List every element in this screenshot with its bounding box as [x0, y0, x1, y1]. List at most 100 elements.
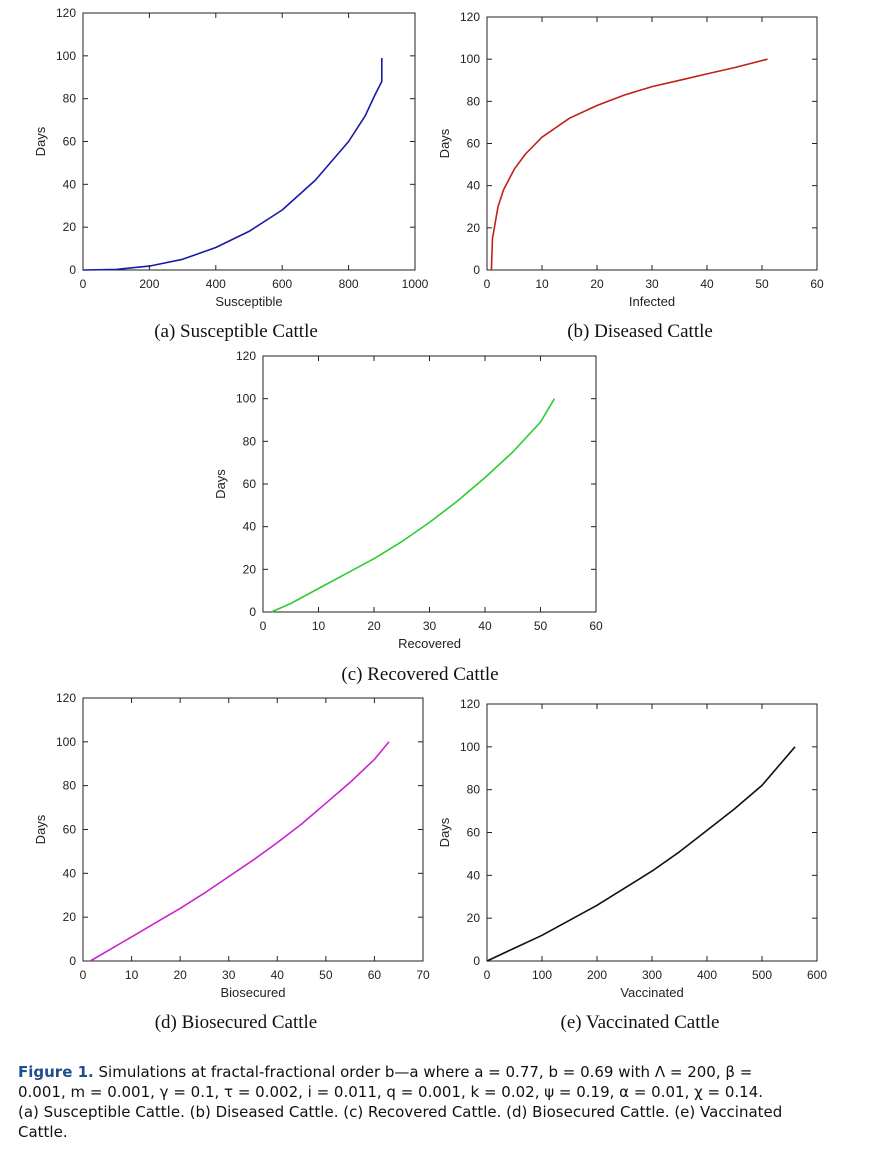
x-tick-label: 10: [125, 968, 139, 982]
figure-caption-line3: (a) Susceptible Cattle. (b) Diseased Cat…: [18, 1103, 783, 1121]
x-axis-label: Infected: [629, 294, 675, 309]
y-tick-label: 80: [63, 779, 77, 793]
y-tick-label: 20: [467, 911, 481, 925]
y-tick-label: 0: [69, 954, 76, 968]
series-line-vaccinated: [486, 746, 796, 962]
y-tick-label: 80: [63, 92, 77, 106]
chart-biosecured: 0 10 20 30 40 50 60 70 0 20 40 60 80 100 120 Biosecured…: [33, 691, 430, 1000]
y-axis-label: Days: [213, 469, 228, 499]
x-tick-label: 10: [535, 277, 549, 291]
x-tick-label: 200: [139, 277, 159, 291]
y-tick-label: 100: [56, 735, 76, 749]
y-tick-label: 20: [63, 910, 77, 924]
y-tick-label: 60: [467, 826, 481, 840]
y-tick-label: 0: [249, 605, 256, 619]
y-tick-label: 40: [467, 179, 481, 193]
x-tick-label: 30: [222, 968, 236, 982]
x-tick-label: 200: [587, 968, 607, 982]
x-tick-label: 600: [272, 277, 292, 291]
y-tick-label: 120: [56, 6, 76, 20]
x-axis-label: Vaccinated: [620, 985, 683, 1000]
x-tick-label: 30: [645, 277, 659, 291]
y-tick-label: 60: [243, 477, 257, 491]
y-tick-label: 0: [69, 263, 76, 277]
x-tick-label: 20: [173, 968, 187, 982]
figure-label: Figure 1.: [18, 1063, 94, 1081]
y-tick-label: 0: [473, 954, 480, 968]
y-tick-label: 80: [243, 434, 257, 448]
y-tick-label: 40: [63, 177, 77, 191]
y-tick-label: 120: [236, 349, 256, 363]
x-tick-label: 20: [590, 277, 604, 291]
x-tick-label: 0: [484, 277, 491, 291]
x-tick-label: 60: [368, 968, 382, 982]
figure-caption-line1: Simulations at fractal-fractional order …: [98, 1063, 753, 1081]
x-axis-label: Susceptible: [215, 294, 282, 309]
x-tick-label: 100: [532, 968, 552, 982]
x-tick-label: 1000: [402, 277, 429, 291]
y-tick-label: 60: [63, 135, 77, 149]
x-tick-label: 30: [423, 619, 437, 633]
series-line-susceptible: [82, 58, 383, 271]
plot-frame: [486, 703, 818, 962]
x-tick-label: 60: [810, 277, 824, 291]
y-tick-label: 120: [460, 10, 480, 24]
x-tick-label: 0: [80, 968, 87, 982]
y-tick-label: 40: [63, 866, 77, 880]
y-tick-label: 0: [473, 263, 480, 277]
chart-recovered: 0 10 20 30 40 50 60 0 20 40 60 80 100 120 Recovered Day…: [213, 349, 603, 651]
y-tick-label: 100: [236, 392, 256, 406]
x-tick-label: 500: [752, 968, 772, 982]
y-axis-label: Days: [437, 817, 452, 847]
y-axis-label: Days: [33, 814, 48, 844]
x-tick-label: 0: [484, 968, 491, 982]
y-axis-label: Days: [33, 126, 48, 156]
y-tick-label: 20: [63, 220, 77, 234]
x-tick-label: 600: [807, 968, 827, 982]
y-tick-label: 120: [460, 697, 480, 711]
figure-caption: Figure 1. Simulations at fractal-fractio…: [18, 1062, 856, 1142]
plot-frame: [262, 355, 597, 613]
caption-b: (b) Diseased Cattle: [567, 321, 713, 342]
y-tick-label: 40: [467, 868, 481, 882]
x-tick-label: 10: [312, 619, 326, 633]
y-axis-label: Days: [437, 128, 452, 158]
figure-caption-line2: 0.001, m = 0.001, γ = 0.1, τ = 0.002, i …: [18, 1083, 764, 1101]
x-tick-label: 50: [755, 277, 769, 291]
x-tick-label: 800: [339, 277, 359, 291]
y-tick-label: 20: [467, 221, 481, 235]
x-tick-label: 40: [478, 619, 492, 633]
y-tick-label: 20: [243, 562, 257, 576]
figure-caption-line4: Cattle.: [18, 1123, 68, 1141]
y-tick-label: 100: [460, 740, 480, 754]
plot-frame: [82, 697, 424, 962]
x-tick-label: 400: [697, 968, 717, 982]
y-tick-label: 60: [467, 137, 481, 151]
series-line-biosecured: [89, 741, 390, 962]
y-tick-label: 100: [56, 49, 76, 63]
x-axis-label: Biosecured: [220, 985, 285, 1000]
caption-a: (a) Susceptible Cattle: [154, 321, 318, 342]
x-tick-label: 60: [589, 619, 603, 633]
x-tick-label: 300: [642, 968, 662, 982]
x-tick-label: 40: [271, 968, 285, 982]
x-tick-label: 20: [367, 619, 381, 633]
x-axis-label: Recovered: [398, 636, 461, 651]
y-tick-label: 100: [460, 52, 480, 66]
x-tick-label: 0: [80, 277, 87, 291]
x-tick-label: 40: [700, 277, 714, 291]
chart-infected: 0 10 20 30 40 50 60 0 20 40 60 80 100 120 Infected Days: [437, 10, 824, 309]
y-tick-label: 80: [467, 94, 481, 108]
y-tick-label: 60: [63, 823, 77, 837]
x-tick-label: 0: [260, 619, 267, 633]
series-line-recovered: [270, 398, 556, 613]
x-tick-label: 70: [416, 968, 430, 982]
series-line-infected: [490, 58, 768, 271]
x-tick-label: 50: [319, 968, 333, 982]
chart-vaccinated: 0 100 200 300 400 500 600 0 20 40 60 80 100 120 Vaccin…: [437, 697, 827, 1000]
x-tick-label: 400: [206, 277, 226, 291]
chart-susceptible: 0 200 400 600 800 1000 0 20 40 60 80 100 120 Suscepti…: [33, 6, 429, 309]
caption-c: (c) Recovered Cattle: [341, 664, 499, 685]
y-tick-label: 40: [243, 520, 257, 534]
y-tick-label: 80: [467, 783, 481, 797]
